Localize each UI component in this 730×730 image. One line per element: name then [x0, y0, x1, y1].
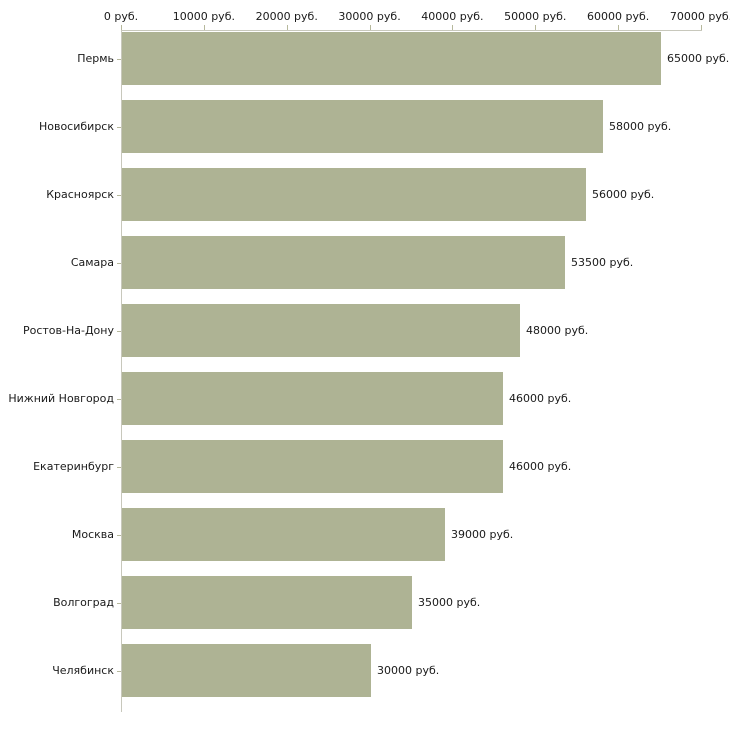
bar[interactable]	[122, 440, 503, 493]
bar-value-label: 53500 руб.	[571, 255, 634, 269]
bar-row: Нижний Новгород 46000 руб.	[0, 372, 730, 425]
category-tick-mark	[117, 330, 121, 332]
bar-value-label: 46000 руб.	[509, 391, 572, 405]
bar[interactable]	[122, 100, 603, 153]
x-axis-tick-label: 0 руб.	[103, 10, 139, 23]
x-axis-tick-mark	[535, 25, 536, 30]
bar[interactable]	[122, 304, 520, 357]
bar-row: Волгоград 35000 руб.	[0, 576, 730, 629]
x-axis-tick-mark	[121, 25, 122, 30]
bar-value-label: 35000 руб.	[418, 595, 481, 609]
bar-value-label: 30000 руб.	[377, 663, 440, 677]
x-axis-tick-mark	[287, 25, 288, 30]
category-tick-mark	[117, 126, 121, 128]
category-tick-mark	[117, 602, 121, 604]
category-tick-mark	[117, 194, 121, 196]
bar-row: Москва 39000 руб.	[0, 508, 730, 561]
bar-row: Новосибирск 58000 руб.	[0, 100, 730, 153]
bar-value-label: 65000 руб.	[667, 51, 730, 65]
category-label: Новосибирск	[38, 119, 114, 133]
category-label: Челябинск	[52, 663, 114, 677]
bar-row: Красноярск 56000 руб.	[0, 168, 730, 221]
x-axis-tick-label: 50000 руб.	[504, 10, 567, 23]
category-label: Самара	[70, 255, 114, 269]
x-axis-tick-label-row: 0 руб. 10000 руб. 20000 руб. 30000 руб. 4000…	[0, 0, 730, 28]
bar[interactable]	[122, 508, 445, 561]
bar-value-label: 39000 руб.	[451, 527, 514, 541]
bar-value-label: 58000 руб.	[609, 119, 672, 133]
x-axis-tick-label: 20000 руб.	[255, 10, 318, 23]
x-axis-tick-mark	[204, 25, 205, 30]
bar-row: Челябинск 30000 руб.	[0, 644, 730, 697]
category-label: Ростов-На-Дону	[22, 323, 114, 337]
x-axis-tick-mark	[370, 25, 371, 30]
category-label: Екатеринбург	[33, 459, 114, 473]
y-axis-line	[121, 30, 122, 712]
bar-value-label: 46000 руб.	[509, 459, 572, 473]
x-axis-tick-label: 60000 руб.	[587, 10, 650, 23]
bar-row: Пермь 65000 руб.	[0, 32, 730, 85]
category-tick-mark	[117, 262, 121, 264]
x-axis-tick-label: 70000 руб.	[669, 10, 730, 23]
category-label: Волгоград	[53, 595, 114, 609]
bar-row: Ростов-На-Дону 48000 руб.	[0, 304, 730, 357]
bar[interactable]	[122, 372, 503, 425]
bar-value-label: 56000 руб.	[592, 187, 655, 201]
category-tick-mark	[117, 670, 121, 672]
category-label: Нижний Новгород	[8, 391, 114, 405]
bar[interactable]	[122, 168, 586, 221]
bar[interactable]	[122, 32, 661, 85]
bar-row: Самара 53500 руб.	[0, 236, 730, 289]
x-axis-tick-mark	[452, 25, 453, 30]
category-label: Красноярск	[46, 187, 114, 201]
bar[interactable]	[122, 576, 412, 629]
x-axis-tick-label: 40000 руб.	[421, 10, 484, 23]
x-axis-tick-label: 10000 руб.	[172, 10, 235, 23]
bar-row: Екатеринбург 46000 руб.	[0, 440, 730, 493]
category-label: Москва	[71, 527, 114, 541]
category-tick-mark	[117, 398, 121, 400]
category-label: Пермь	[77, 51, 114, 65]
x-axis-tick-mark	[618, 25, 619, 30]
x-axis-line	[121, 30, 702, 31]
category-tick-mark	[117, 58, 121, 60]
category-tick-mark	[117, 534, 121, 536]
x-axis-tick-mark	[701, 25, 702, 30]
bar[interactable]	[122, 644, 371, 697]
bar-value-label: 48000 руб.	[526, 323, 589, 337]
x-axis-tick-label: 30000 руб.	[338, 10, 401, 23]
category-tick-mark	[117, 466, 121, 468]
bar[interactable]	[122, 236, 565, 289]
